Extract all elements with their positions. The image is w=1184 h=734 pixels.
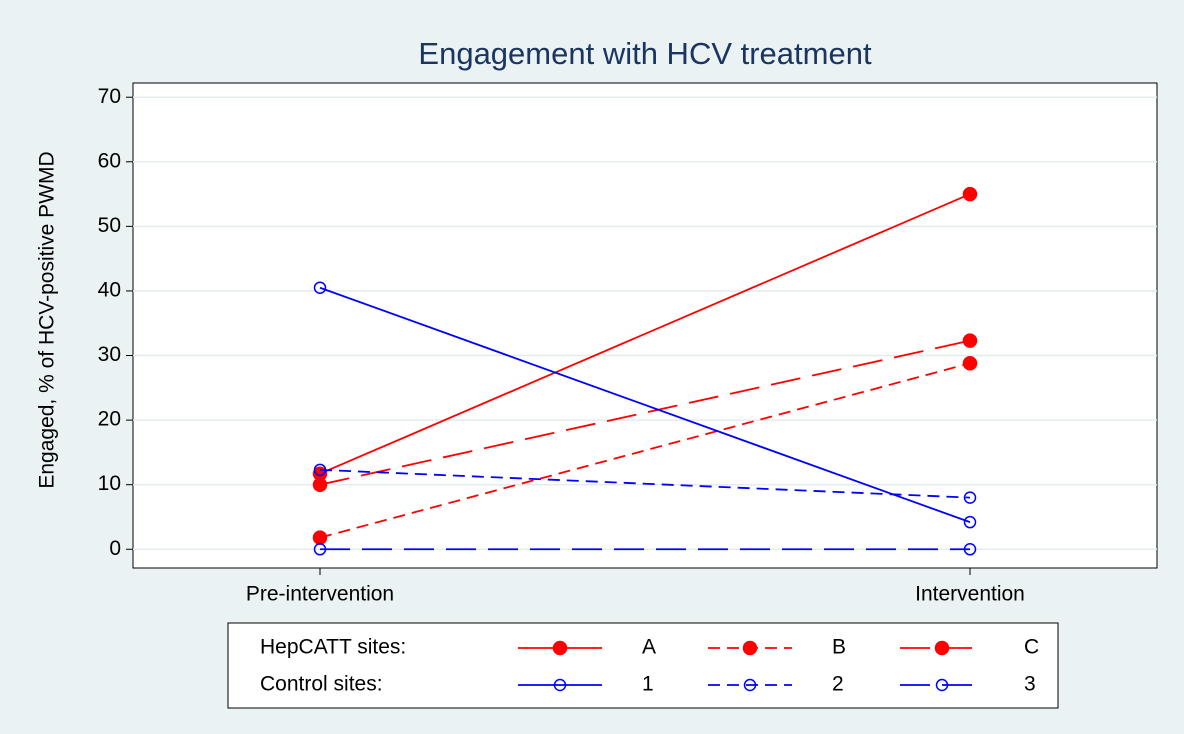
series-line (319, 468, 971, 499)
marker (312, 530, 328, 545)
marker (742, 640, 758, 656)
marker (962, 186, 978, 202)
y-tick-label: 60 (98, 149, 121, 172)
marker (313, 463, 327, 477)
marker (312, 477, 328, 492)
marker (962, 356, 978, 371)
y-tick-label: 70 (98, 85, 121, 108)
y-tick-label: 10 (98, 472, 121, 495)
series-line (319, 339, 971, 486)
legend-label: C (1024, 636, 1039, 659)
marker (963, 543, 977, 556)
marker (963, 491, 977, 504)
legend-box (227, 622, 1059, 709)
marker (963, 515, 977, 529)
legend-group-label: HepCATT sites: (260, 636, 406, 659)
y-tick-label: 30 (98, 343, 121, 366)
marker (935, 678, 949, 692)
x-tick-label: Intervention (915, 583, 1025, 606)
plot-area (132, 82, 1158, 569)
legend-label: 3 (1024, 673, 1036, 696)
y-tick-label: 50 (98, 214, 121, 237)
series-line (319, 193, 971, 475)
legend-label: 2 (832, 673, 844, 696)
marker (934, 640, 950, 656)
y-axis-label: Engaged, % of HCV-positive PWMD (36, 151, 59, 488)
marker (552, 640, 568, 656)
legend-group-label: Control sites: (260, 673, 383, 696)
y-tick-label: 40 (98, 278, 121, 301)
marker (313, 543, 327, 556)
marker (313, 281, 327, 294)
marker (743, 678, 757, 692)
marker (553, 678, 567, 692)
legend-label: 1 (642, 673, 654, 696)
y-tick-label: 20 (98, 408, 121, 431)
legend-label: A (642, 636, 656, 659)
chart-title: Engagement with HCV treatment (418, 36, 872, 71)
marker (962, 333, 978, 348)
x-tick-label: Pre-intervention (246, 583, 394, 606)
legend-label: B (832, 636, 846, 659)
y-tick-label: 0 (109, 537, 121, 560)
series-line (319, 286, 971, 523)
series-line (319, 362, 971, 539)
